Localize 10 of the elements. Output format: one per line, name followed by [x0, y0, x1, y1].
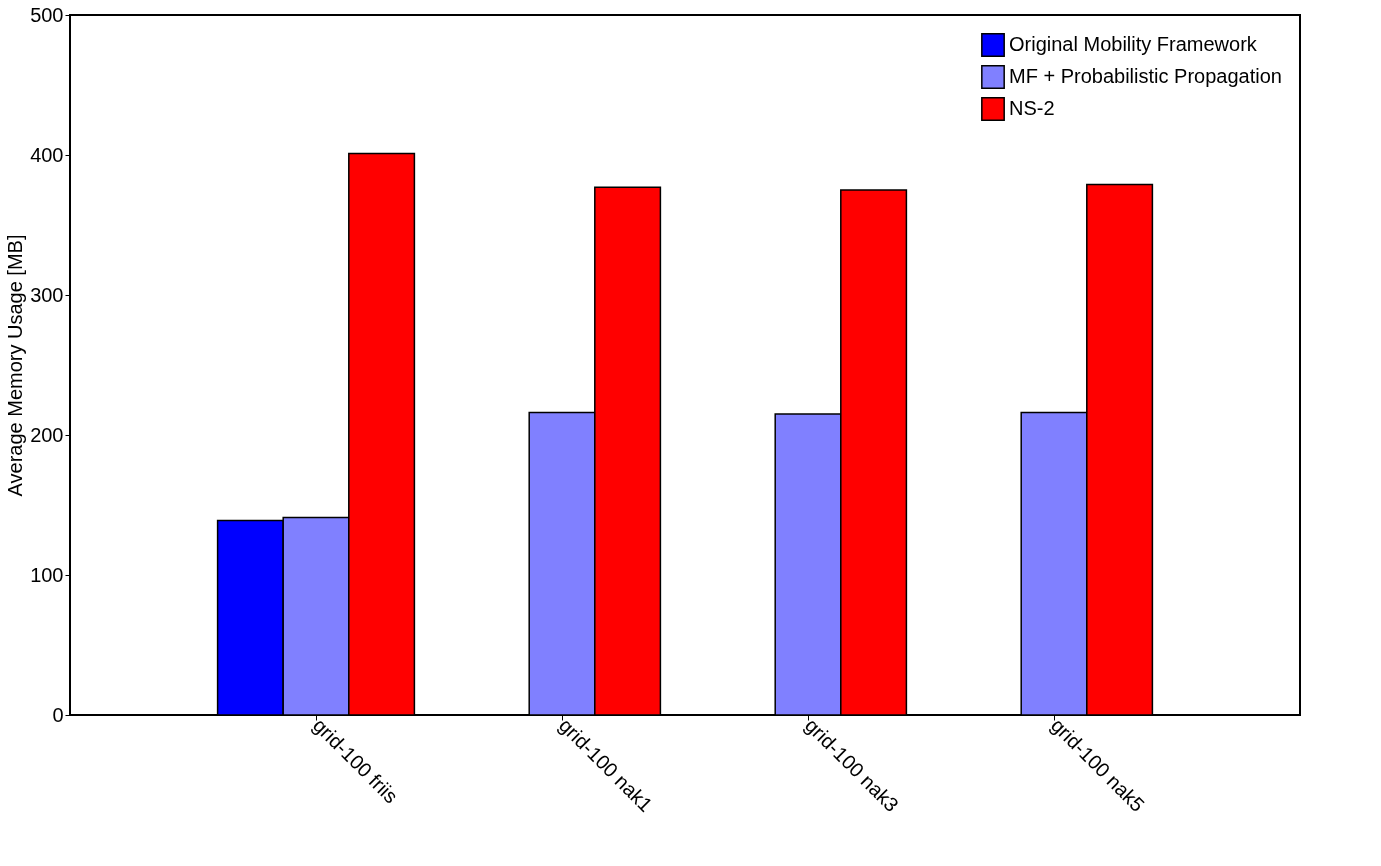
- y-tick-label: 0: [52, 703, 64, 726]
- y-axis-title: Average Memory Usage [MB]: [4, 234, 27, 497]
- y-tick-label: 300: [30, 283, 64, 306]
- y-tick-label: 500: [30, 3, 64, 26]
- legend-label: MF + Probabilistic Propagation: [1009, 65, 1282, 87]
- legend-label: NS-2: [1009, 97, 1055, 119]
- y-tick-label: 200: [30, 423, 64, 446]
- y-tick-label: 400: [30, 143, 64, 166]
- y-tick-label: 100: [30, 563, 64, 586]
- legend-label: Original Mobility Framework: [1009, 33, 1258, 55]
